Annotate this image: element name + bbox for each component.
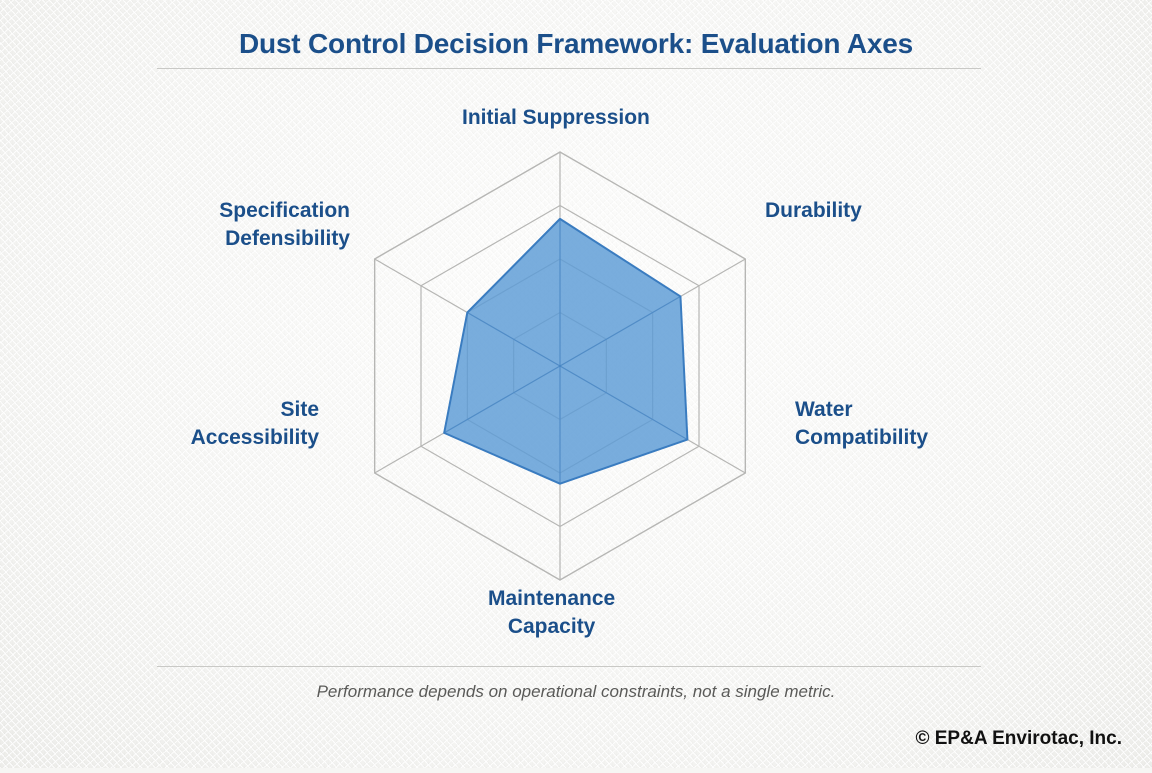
- radar-series-polygon: [443, 217, 689, 485]
- copyright-notice: © EP&A Envirotac, Inc.: [915, 728, 1122, 749]
- axis-label-water-compatibility: Water Compatibility: [795, 396, 928, 451]
- axis-label-line-2: Accessibility: [190, 425, 319, 449]
- title-divider: [157, 68, 981, 69]
- axis-label-site-accessibility: Site Accessibility: [181, 396, 319, 451]
- caption-divider: [157, 666, 981, 667]
- axis-label-text: Durability: [765, 199, 862, 222]
- axis-label-line-1: Maintenance: [488, 587, 616, 610]
- axis-label-line-1: Site: [280, 398, 319, 421]
- axis-label-line-2: Compatibility: [795, 425, 929, 449]
- axis-label-line-2: Capacity: [507, 614, 596, 638]
- axis-label-durability: Durability: [765, 197, 862, 225]
- axis-label-line-1: Water: [795, 398, 853, 421]
- slide-caption: Performance depends on operational const…: [316, 682, 836, 701]
- axis-label-text: Initial Suppression: [462, 106, 650, 129]
- axis-label-initial-suppression: Initial Suppression: [462, 104, 650, 132]
- axis-label-specification-defensibility: Specification Defensibility: [212, 197, 350, 252]
- axis-label-line-1: Specification: [219, 199, 350, 222]
- page-title: Dust Control Decision Framework: Evaluat…: [239, 28, 913, 59]
- axis-label-maintenance-capacity: Maintenance Capacity: [488, 585, 615, 640]
- axis-label-line-2: Defensibility: [225, 226, 350, 250]
